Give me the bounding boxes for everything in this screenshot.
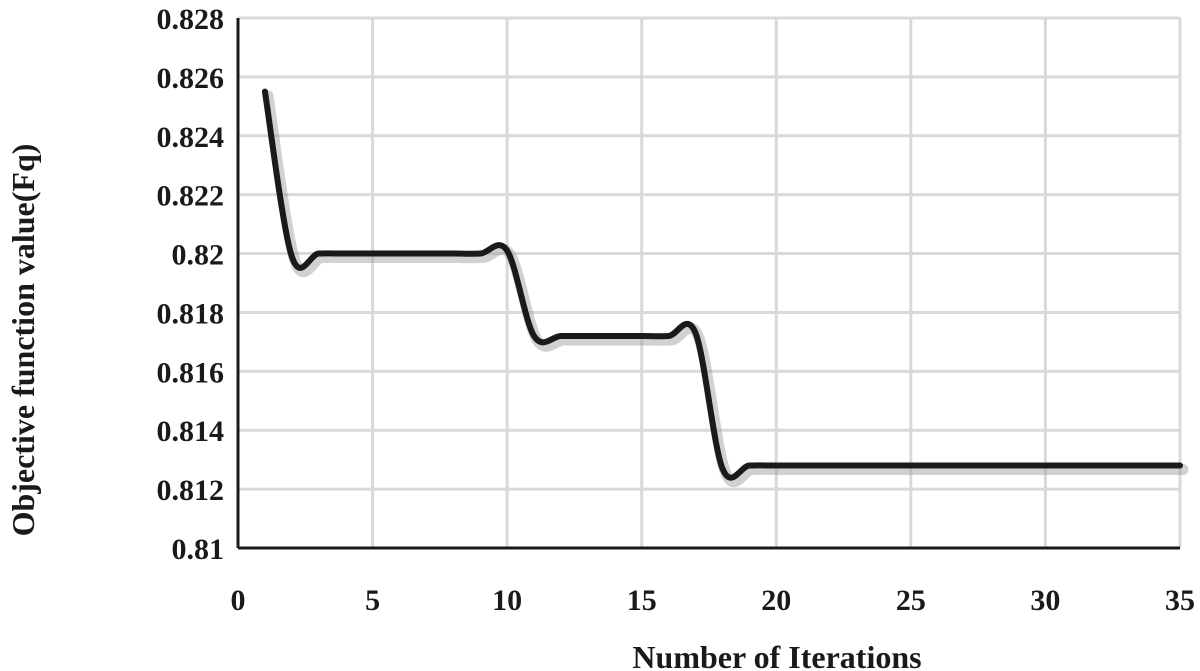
axes	[236, 18, 1180, 550]
x-tick-label: 5	[365, 584, 380, 617]
series-line	[261, 88, 1183, 481]
x-tick-label: 20	[761, 584, 791, 617]
x-tick-label: 25	[896, 584, 926, 617]
y-tick-label: 0.824	[157, 121, 225, 154]
gridlines	[238, 16, 1182, 548]
tick-labels: 0.81 0.812 0.814 0.816 0.818 0.82 0.822 0.824 0.…	[157, 3, 1196, 617]
y-tick-label: 0.818	[157, 297, 225, 330]
y-axis-title: Objective function value(Fq)	[5, 144, 41, 537]
y-tick-label: 0.822	[157, 180, 225, 213]
y-tick-label: 0.816	[157, 356, 225, 389]
y-tick-label: 0.814	[157, 415, 225, 448]
y-tick-label: 0.828	[157, 3, 225, 36]
y-tick-label: 0.812	[157, 474, 225, 507]
y-tick-label: 0.826	[157, 62, 225, 95]
x-tick-label: 35	[1165, 584, 1195, 617]
x-tick-label: 0	[231, 584, 246, 617]
x-tick-label: 30	[1030, 584, 1060, 617]
y-tick-label: 0.81	[172, 533, 225, 566]
x-tick-label: 15	[627, 584, 657, 617]
x-tick-label: 10	[492, 584, 522, 617]
y-tick-label: 0.82	[172, 239, 225, 272]
x-axis-title: Number of Iterations	[632, 639, 921, 671]
series-layer	[261, 88, 1189, 487]
